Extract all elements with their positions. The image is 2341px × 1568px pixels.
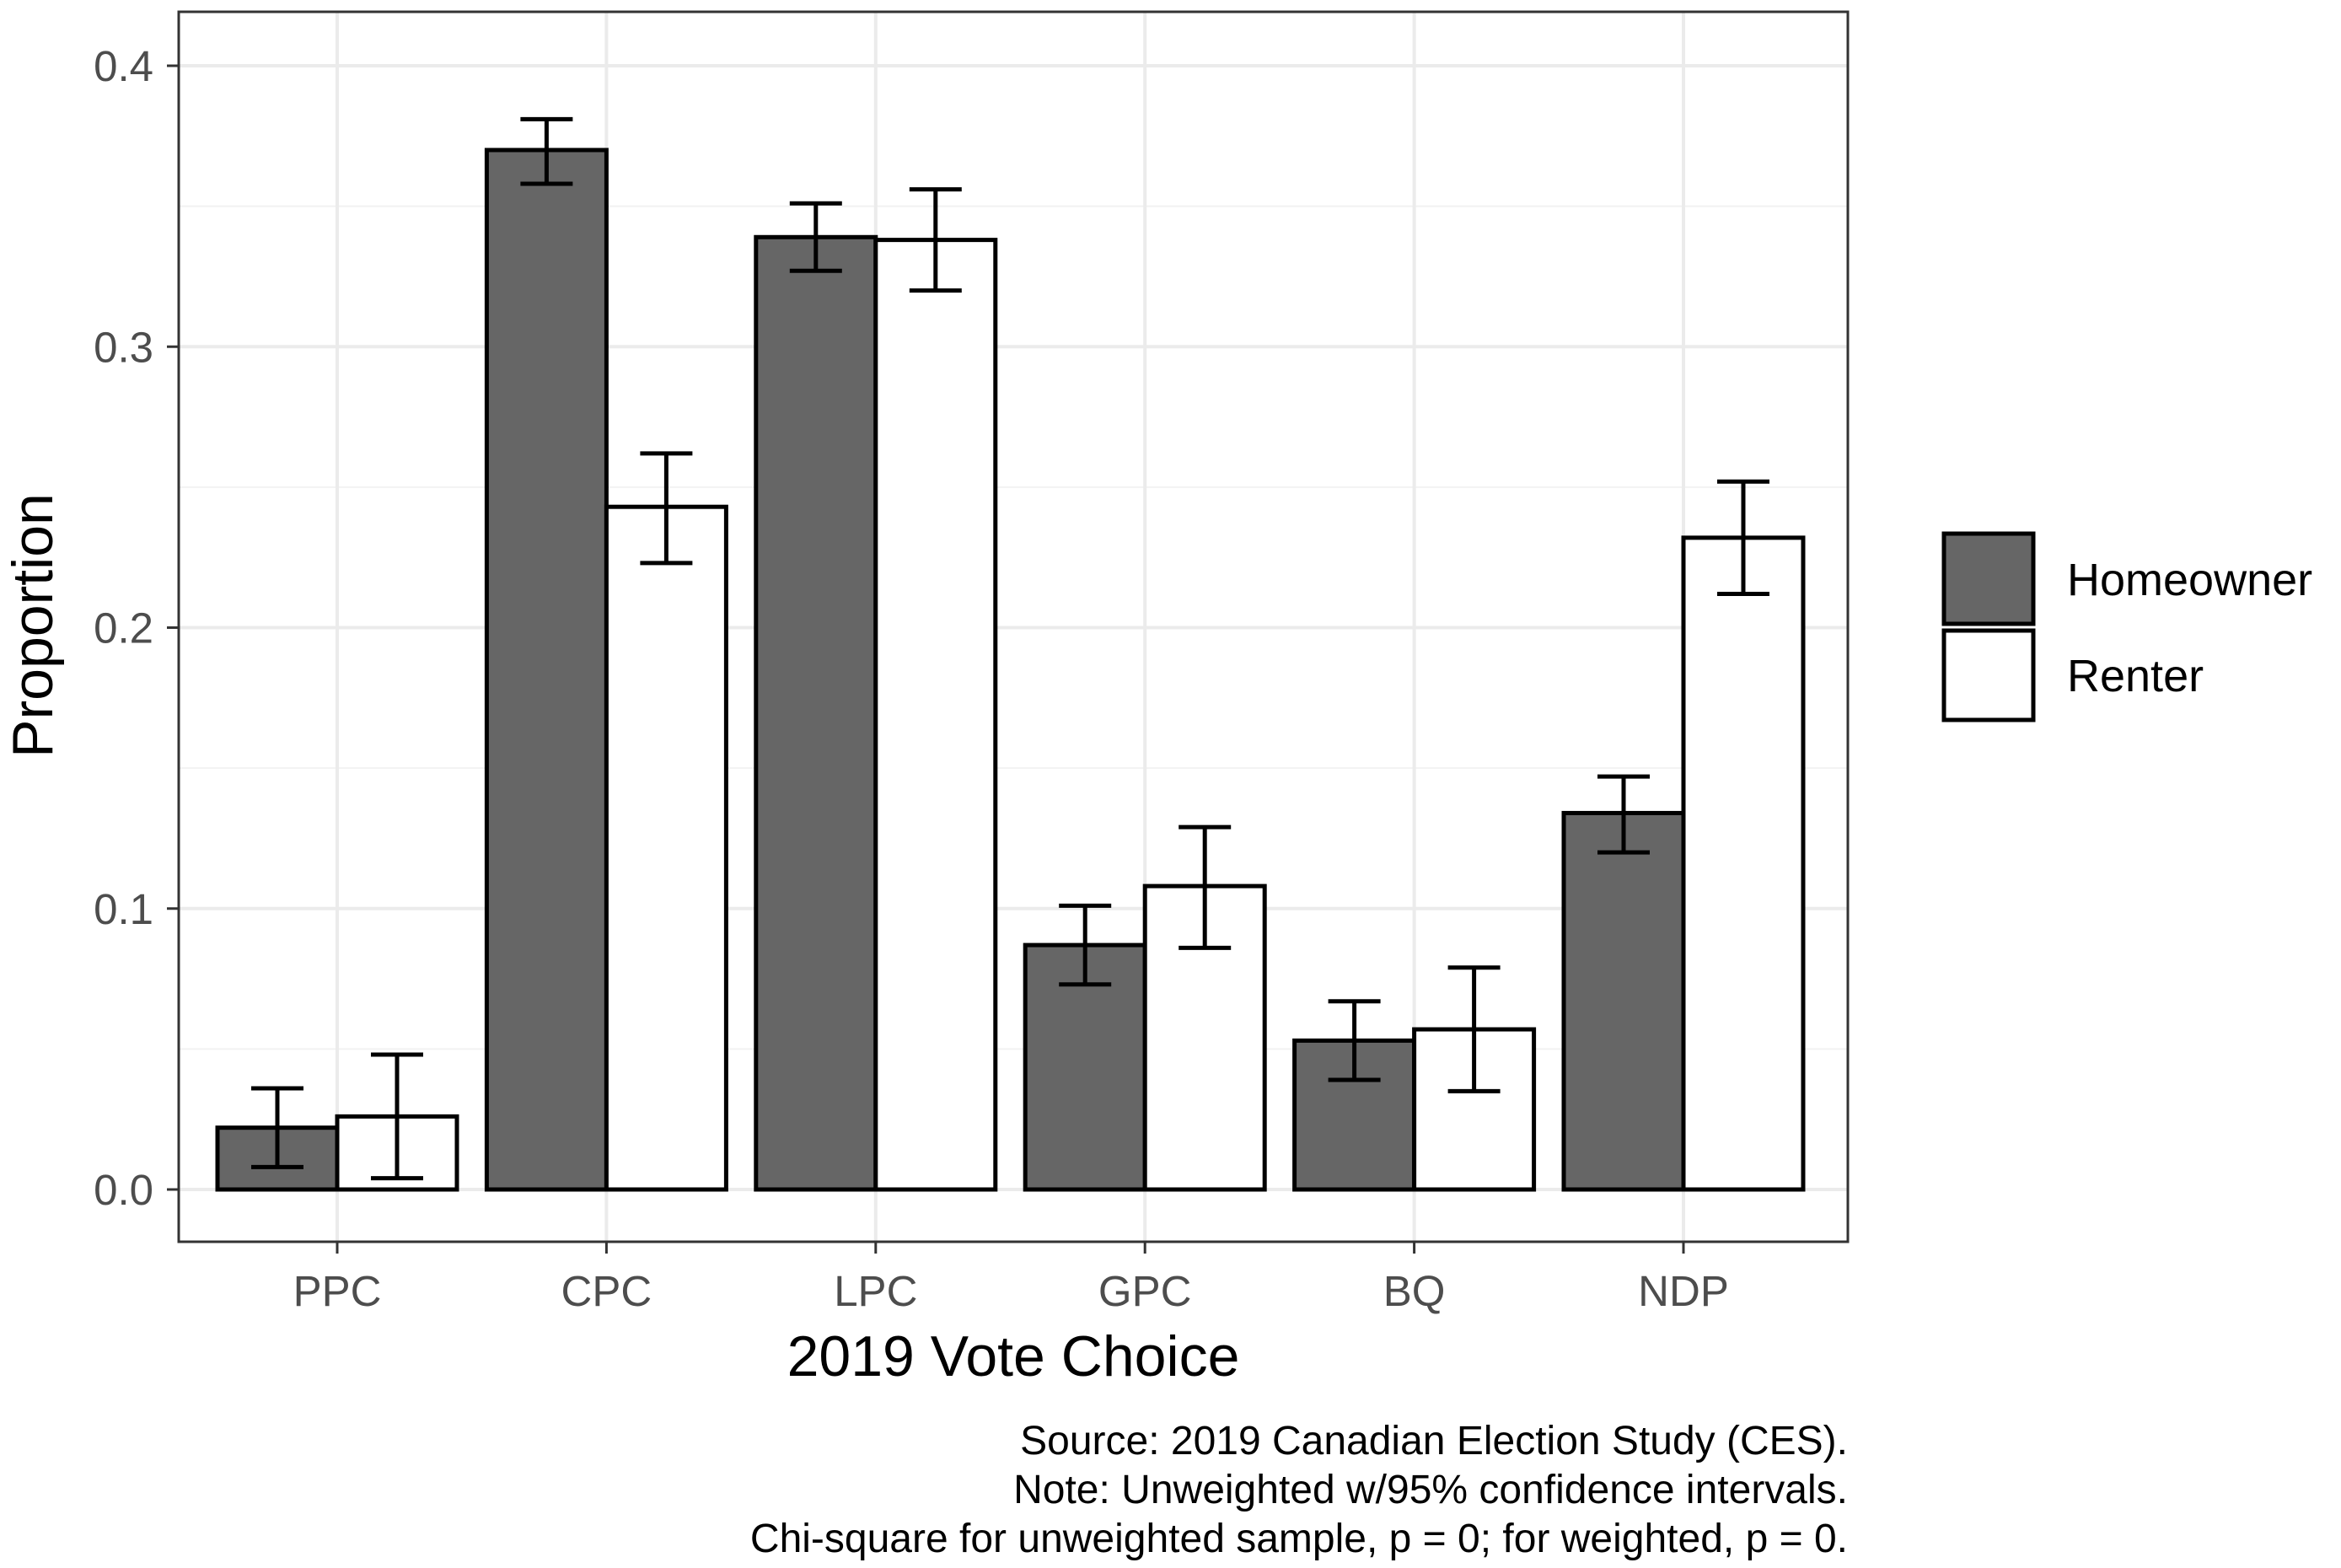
x-tick-label: GPC [1098, 1267, 1192, 1315]
errorbar-homeowner-ppc [251, 1086, 303, 1169]
errorbar-renter-ndp [1717, 479, 1769, 597]
bar-renter-cpc [604, 504, 728, 1192]
x-tick-label: BQ [1383, 1267, 1446, 1315]
bar-homeowner-cpc [484, 148, 609, 1192]
caption-note: Note: Unweighted w/95% confidence interv… [1013, 1468, 1848, 1512]
x-tick-label: CPC [561, 1267, 652, 1315]
bar-renter-lpc [873, 238, 998, 1192]
caption: Source: 2019 Canadian Election Study (CE… [750, 1419, 1848, 1561]
y-tick-label: 0.1 [94, 885, 153, 933]
y-tick-label: 0.4 [94, 42, 153, 90]
legend-key-renter [1941, 628, 2036, 722]
errorbar-renter-cpc [640, 451, 693, 566]
caption-source: Source: 2019 Canadian Election Study (CE… [1020, 1419, 1848, 1463]
x-axis-ticks: PPC CPC LPC GPC BQ NDP [293, 1242, 1729, 1315]
x-tick-label: PPC [293, 1267, 382, 1315]
y-axis-ticks: 0.0 0.1 0.2 0.3 0.4 [94, 42, 179, 1214]
errorbar-homeowner-cpc [520, 116, 573, 186]
legend-key-homeowner [1941, 531, 2036, 626]
legend-label-homeowner: Homeowner [2067, 555, 2312, 605]
y-tick-label: 0.2 [94, 604, 153, 652]
legend: Homeowner Renter [1941, 531, 2312, 722]
errorbar-renter-bq [1447, 965, 1501, 1093]
legend-label-renter: Renter [2067, 651, 2204, 701]
bars-layer [215, 148, 1806, 1192]
caption-chi-square: Chi-square for unweighted sample, p = 0;… [750, 1517, 1848, 1561]
y-tick-label: 0.3 [94, 323, 153, 371]
y-tick-label: 0.0 [94, 1166, 153, 1214]
x-tick-label: LPC [834, 1267, 917, 1315]
bar-renter-ndp [1681, 535, 1806, 1192]
y-axis-title: Proportion [1, 493, 65, 758]
errorbar-homeowner-lpc [789, 201, 842, 273]
errorbar-homeowner-ndp [1597, 774, 1650, 855]
errorbar-renter-lpc [909, 187, 962, 293]
errorbar-renter-gpc [1179, 824, 1232, 950]
errorbar-homeowner-bq [1328, 999, 1381, 1082]
error-bars-layer [251, 116, 1769, 1181]
bar-homeowner-ndp [1561, 810, 1686, 1192]
x-axis-title: 2019 Vote Choice [787, 1324, 1240, 1388]
x-tick-label: NDP [1638, 1267, 1729, 1315]
errorbar-renter-ppc [371, 1052, 423, 1181]
bar-homeowner-lpc [754, 234, 878, 1192]
errorbar-homeowner-gpc [1059, 903, 1112, 987]
